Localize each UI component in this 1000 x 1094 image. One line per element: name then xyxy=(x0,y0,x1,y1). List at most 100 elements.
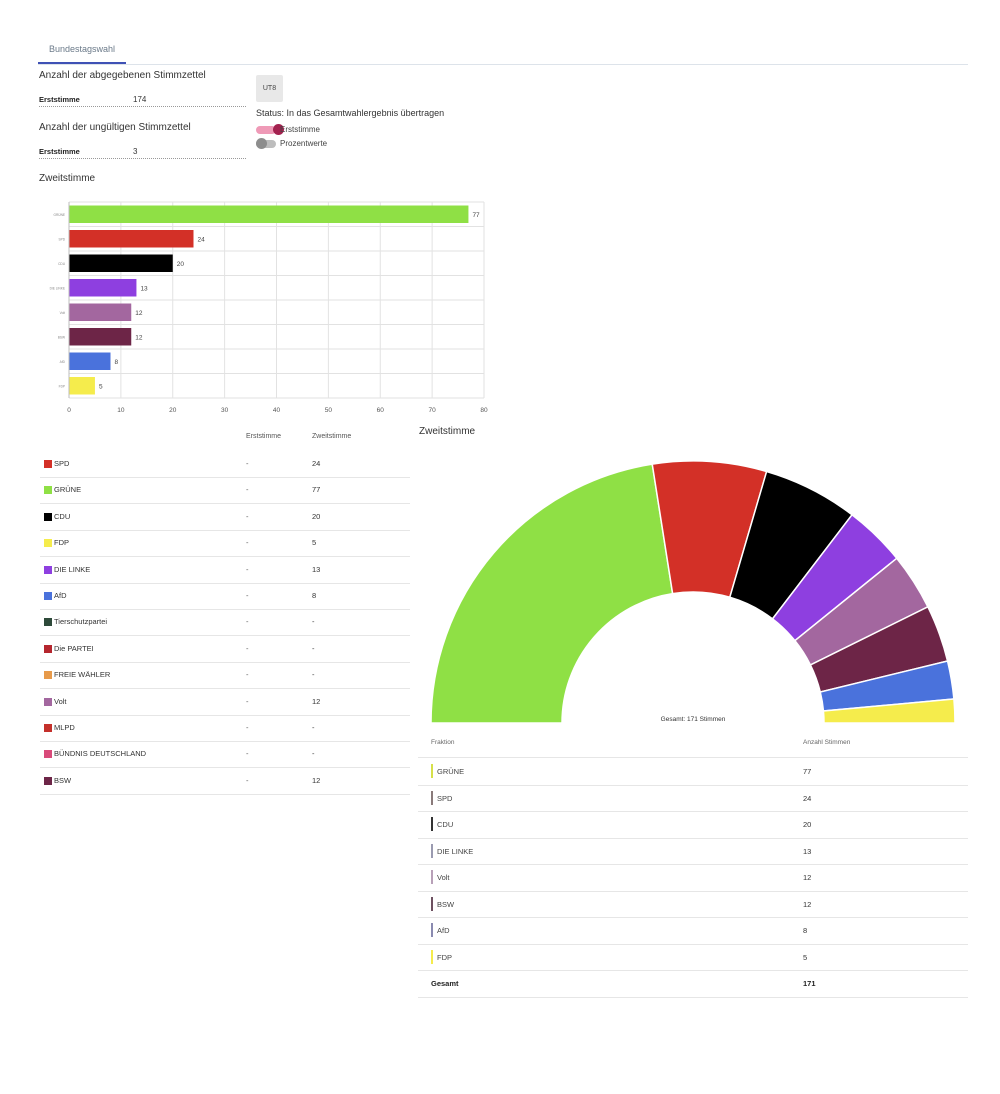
y-category-label: BSW xyxy=(58,335,65,339)
bar-value-label: 12 xyxy=(135,310,143,317)
erststimme-value: - xyxy=(246,511,249,521)
zweitstimme-value: - xyxy=(312,749,315,759)
table-header-erststimme: Erststimme xyxy=(246,433,281,440)
status-text: Status: In das Gesamtwahlergebnis übertr… xyxy=(256,108,445,118)
party-color-swatch xyxy=(44,539,52,548)
table-row: CDU - 20 xyxy=(40,504,410,531)
table-row: DIE LINKE - 13 xyxy=(40,557,410,584)
party-name: FREIE WÄHLER xyxy=(54,670,111,680)
bar-value-label: 5 xyxy=(99,383,103,390)
erststimme-toggle-knob xyxy=(273,124,284,135)
table-header-zweitstimme: Zweitstimme xyxy=(312,433,352,440)
faction-name: BSW xyxy=(437,899,455,909)
table-header-anzahl-stimmen: Anzahl Stimmen xyxy=(803,739,851,746)
cast-field-input[interactable]: 174 xyxy=(133,95,147,104)
faction-name: AfD xyxy=(437,926,450,935)
y-category-label: FDP xyxy=(59,384,65,388)
bar xyxy=(69,352,111,370)
bar xyxy=(69,254,173,272)
x-tick-label: 50 xyxy=(325,407,333,414)
tab-bundestagswahl[interactable]: Bundestagswahl xyxy=(38,40,126,64)
party-name: BSW xyxy=(54,775,72,785)
bar-value-label: 8 xyxy=(115,359,119,366)
party-color-swatch xyxy=(44,565,52,574)
x-tick-label: 30 xyxy=(221,407,229,414)
x-tick-label: 60 xyxy=(377,407,385,414)
faction-name: DIE LINKE xyxy=(437,846,474,856)
donut-slice xyxy=(430,463,674,724)
total-value: 171 xyxy=(803,979,816,988)
cast-field-label: Erststimme xyxy=(39,95,80,104)
bar-value-label: 13 xyxy=(140,285,148,292)
table-row: BSW - 12 xyxy=(40,768,410,795)
faction-color-bar xyxy=(431,764,433,778)
erststimme-toggle[interactable]: Erststimme xyxy=(256,124,346,138)
table-row: FDP 5 xyxy=(418,944,968,971)
party-color-swatch xyxy=(44,724,52,732)
bar-value-label: 24 xyxy=(198,236,206,243)
donut-chart-title: Zweitstimme xyxy=(419,426,476,437)
table-row: FREIE WÄHLER - - xyxy=(40,662,410,690)
invalid-field-input[interactable]: 3 xyxy=(133,147,138,156)
faction-votes: 20 xyxy=(803,820,812,829)
erststimme-value: - xyxy=(246,775,249,785)
bar-value-label: 77 xyxy=(472,212,480,219)
party-name: CDU xyxy=(54,511,71,521)
y-category-label: Volt xyxy=(60,311,65,315)
bar xyxy=(69,230,194,248)
party-color-swatch xyxy=(44,486,52,495)
bar xyxy=(69,377,95,395)
y-category-label: AfD xyxy=(60,360,66,364)
faction-color-bar xyxy=(431,817,433,831)
table-row: BÜNDNIS DEUTSCHLAND - - xyxy=(40,741,410,769)
y-category-label: SPD xyxy=(58,237,65,241)
zweitstimme-value: - xyxy=(312,670,315,680)
table-row: FDP - 5 xyxy=(40,530,410,558)
party-name: Volt xyxy=(54,696,67,706)
faction-color-bar xyxy=(431,790,433,805)
y-category-label: CDU xyxy=(58,262,66,266)
zweitstimme-value: - xyxy=(312,643,315,653)
invalid-ballots-title: Anzahl der ungültigen Stimmzettel xyxy=(39,122,191,133)
erststimme-value: - xyxy=(246,617,249,627)
zweitstimme-value: - xyxy=(312,723,315,732)
bar xyxy=(69,328,132,346)
table-row: Volt - 12 xyxy=(40,689,410,716)
bar xyxy=(69,205,469,223)
erststimme-value: - xyxy=(246,723,249,732)
party-color-swatch xyxy=(44,776,52,785)
x-tick-label: 0 xyxy=(67,407,71,414)
zweitstimme-value: 13 xyxy=(312,564,321,574)
prozentwerte-toggle[interactable]: Prozentwerte xyxy=(256,138,346,152)
faction-votes: 13 xyxy=(803,846,812,856)
tab-bar: Bundestagswahl xyxy=(38,40,968,65)
party-name: GRÜNE xyxy=(54,485,82,495)
erststimme-value: - xyxy=(246,696,249,706)
erststimme-toggle-label: Erststimme xyxy=(280,125,320,134)
party-name: SPD xyxy=(54,459,70,468)
party-name: AfD xyxy=(54,591,67,600)
zweitstimme-value: 5 xyxy=(312,538,317,548)
table-row: Die PARTEI - - xyxy=(40,636,410,663)
party-name: Tierschutzpartei xyxy=(54,617,108,627)
faction-votes: 12 xyxy=(803,899,812,909)
zweitstimme-value: 8 xyxy=(312,591,317,600)
ut8-button[interactable]: UT8 xyxy=(256,75,283,102)
party-name: FDP xyxy=(54,538,69,548)
party-color-swatch xyxy=(44,750,52,759)
faction-table-header-divider xyxy=(418,757,968,758)
faction-votes: 5 xyxy=(803,952,808,962)
prozentwerte-toggle-label: Prozentwerte xyxy=(280,139,328,148)
faction-name: GRÜNE xyxy=(437,767,465,776)
party-color-swatch xyxy=(44,512,52,521)
party-name: BÜNDNIS DEUTSCHLAND xyxy=(54,749,147,759)
party-name: Die PARTEI xyxy=(54,643,94,653)
erststimme-value: - xyxy=(246,485,249,495)
bar-value-label: 20 xyxy=(177,261,185,268)
zweitstimme-value: 20 xyxy=(312,511,321,521)
table-row: GRÜNE 77 xyxy=(418,758,968,786)
bar-value-label: 12 xyxy=(135,334,143,341)
erststimme-value: - xyxy=(246,564,249,574)
x-tick-label: 80 xyxy=(480,407,488,414)
invalid-field-underline xyxy=(39,158,246,159)
